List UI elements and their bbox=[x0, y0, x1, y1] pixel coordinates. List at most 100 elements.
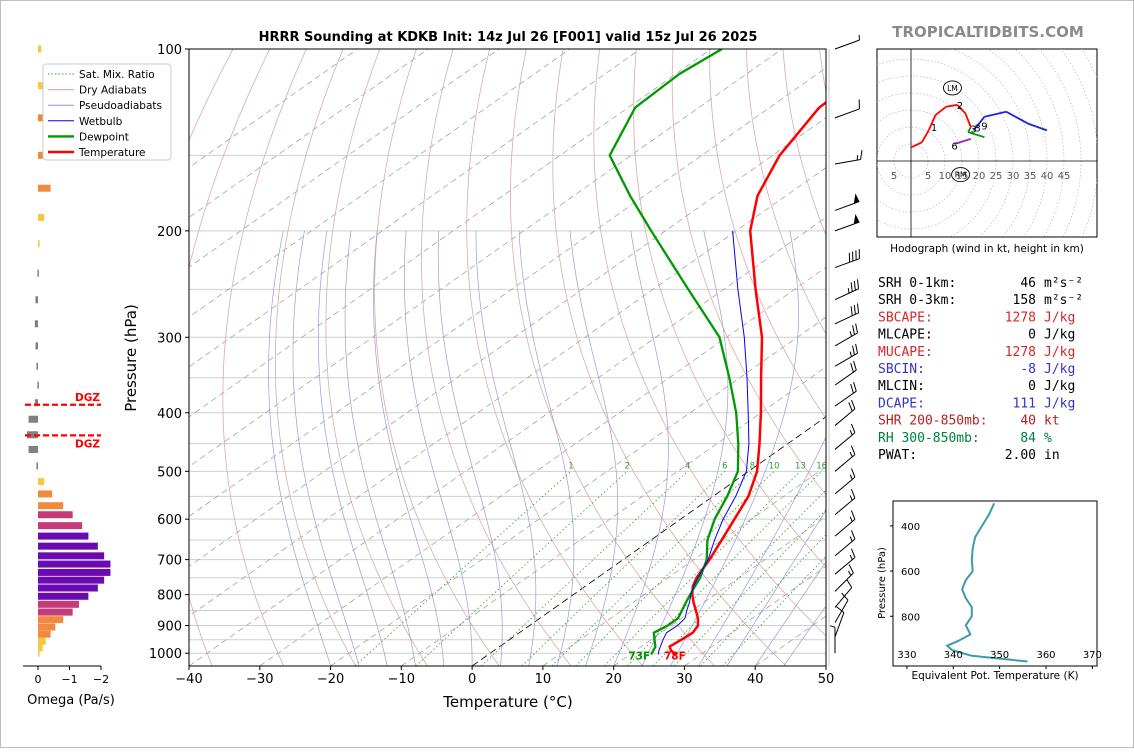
y-tick-label: 200 bbox=[157, 225, 182, 240]
barb-flag bbox=[850, 530, 856, 540]
thetae-xlabel: Equivalent Pot. Temperature (K) bbox=[911, 670, 1078, 682]
barb-flag bbox=[853, 280, 856, 291]
omega-bar bbox=[38, 552, 105, 560]
thetae-ylabel: Pressure (hPa) bbox=[877, 547, 888, 619]
omega-bar bbox=[38, 502, 64, 510]
index-unit: kt bbox=[1044, 414, 1060, 429]
mixing-ratio-line bbox=[652, 489, 826, 666]
pseudoadiabat bbox=[641, 230, 729, 666]
thetae-y-tick-label: 400 bbox=[901, 522, 920, 533]
x-tick-label: −40 bbox=[175, 672, 202, 687]
omega-bar bbox=[38, 616, 64, 624]
barb-flag bbox=[841, 592, 849, 601]
hodograph-segment bbox=[972, 116, 986, 131]
dry-adiabat bbox=[421, 49, 572, 666]
index-value: 0 bbox=[1028, 328, 1036, 343]
isotherm-line bbox=[471, 416, 826, 666]
y-tick-label: 400 bbox=[157, 407, 182, 422]
wind-barb bbox=[834, 360, 857, 386]
barb-flag bbox=[848, 402, 853, 412]
isotherm-line bbox=[189, 167, 826, 617]
barb-flag bbox=[850, 362, 854, 373]
dry-adiabat bbox=[510, 49, 715, 666]
barb-shaft bbox=[834, 518, 856, 537]
chart-title: HRRR Sounding at KDKB Init: 14z Jul 26 [… bbox=[259, 30, 758, 45]
pseudoadiabat bbox=[783, 605, 826, 666]
hodograph-ring-label: 45 bbox=[1058, 171, 1071, 182]
dgz-label-bottom: DGZ bbox=[75, 438, 100, 450]
pseudoadiabat bbox=[268, 230, 331, 666]
mixing-ratio-label: 10 bbox=[769, 461, 780, 471]
barb-flag bbox=[850, 548, 856, 558]
thetae-x-tick-label: 340 bbox=[944, 650, 963, 661]
dry-adiabat bbox=[374, 49, 500, 666]
hodograph-segment bbox=[984, 110, 1007, 118]
barb-flag bbox=[850, 445, 856, 455]
y-tick-label: 300 bbox=[157, 331, 182, 346]
thetae-x-tick-label: 350 bbox=[990, 650, 1009, 661]
index-label: SBCAPE: bbox=[878, 310, 933, 325]
index-value: -8 bbox=[1020, 362, 1036, 377]
barb-shaft bbox=[834, 312, 859, 325]
thetae-y-tick-label: 800 bbox=[901, 612, 920, 623]
pseudoadiabat bbox=[518, 230, 575, 666]
barb-flag bbox=[858, 99, 860, 109]
omega-bar bbox=[35, 342, 38, 350]
dry-adiabat bbox=[633, 49, 826, 568]
wind-barb bbox=[834, 606, 845, 638]
omega-bar bbox=[38, 600, 79, 608]
barb-pennant bbox=[853, 193, 860, 204]
hodograph-segment bbox=[956, 104, 967, 115]
barb-shaft bbox=[834, 587, 853, 608]
mixing-ratio-line bbox=[575, 471, 775, 666]
index-unit: m²s⁻² bbox=[1044, 293, 1083, 308]
legend-label: Pseudoadiabats bbox=[79, 100, 162, 112]
omega-bar bbox=[38, 649, 40, 657]
index-unit: J/kg bbox=[1044, 328, 1075, 343]
hodograph-ring-label: 15 bbox=[956, 171, 969, 182]
index-value: 0 bbox=[1028, 379, 1036, 394]
hodograph-frame bbox=[876, 48, 1098, 238]
omega-bar bbox=[37, 381, 39, 389]
index-label: SBCIN: bbox=[878, 362, 925, 377]
omega-bar bbox=[38, 184, 51, 192]
dgz-label-top: DGZ bbox=[75, 392, 100, 404]
hodograph-ring-label: 5 bbox=[925, 171, 931, 182]
legend-label: Sat. Mix. Ratio bbox=[79, 69, 155, 81]
omega-bar bbox=[38, 592, 89, 600]
mixing-ratio-line bbox=[700, 534, 826, 666]
isotherm-line bbox=[189, 49, 712, 418]
barb-shaft bbox=[834, 599, 849, 623]
isotherm-line bbox=[189, 49, 429, 218]
hodograph-segment bbox=[967, 131, 985, 139]
pseudoadiabat bbox=[317, 230, 388, 666]
omega-bar bbox=[38, 542, 98, 550]
hodograph-marker-ring bbox=[951, 167, 971, 183]
barb-half-flag bbox=[856, 154, 859, 161]
barb-flag bbox=[848, 564, 854, 574]
x-tick-label: 0 bbox=[468, 672, 476, 687]
index-value: 111 bbox=[1013, 396, 1036, 411]
wind-barb bbox=[834, 548, 856, 575]
mixing-ratio-label: 2 bbox=[624, 461, 629, 471]
omega-bar bbox=[38, 213, 45, 221]
barb-half-flag bbox=[849, 451, 853, 458]
wind-barb bbox=[834, 150, 863, 165]
isotherm-line bbox=[259, 266, 826, 666]
barb-half-flag bbox=[849, 351, 852, 357]
skewt-legend: Sat. Mix. Ratio Dry Adiabats Pseudoadiabat… bbox=[42, 63, 172, 161]
wind-barb bbox=[834, 423, 856, 450]
dry-adiabat bbox=[745, 49, 826, 335]
omega-bar bbox=[36, 462, 38, 470]
barb-shaft bbox=[834, 454, 856, 472]
y-tick-label: 600 bbox=[157, 513, 182, 528]
x-tick-label: 50 bbox=[818, 672, 835, 687]
hodograph-marker-label: RM bbox=[955, 171, 967, 180]
wind-barb bbox=[834, 381, 857, 407]
wind-barb bbox=[834, 592, 849, 623]
mixing-ratio-line bbox=[551, 471, 753, 666]
barb-half-flag bbox=[849, 429, 853, 436]
index-unit: m²s⁻² bbox=[1044, 276, 1083, 291]
barb-flag bbox=[850, 282, 853, 292]
index-unit: in bbox=[1044, 448, 1060, 463]
